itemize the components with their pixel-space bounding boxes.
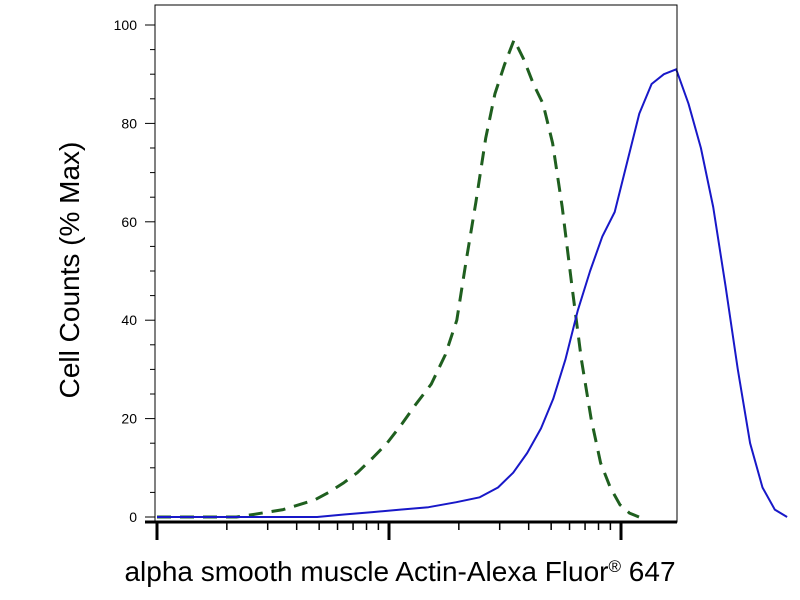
x-axis-title-suffix: 647 — [621, 556, 676, 587]
series-solid-histogram — [157, 68, 788, 518]
registered-mark: ® — [608, 557, 622, 576]
y-tick-label-40: 40 — [121, 312, 137, 328]
y-tick-label-0: 0 — [129, 509, 137, 525]
y-tick-label-80: 80 — [121, 115, 137, 131]
y-tick-label-20: 20 — [121, 411, 137, 427]
y-tick-label-60: 60 — [121, 214, 137, 230]
x-axis-title: alpha smooth muscle Actin-Alexa Fluor® 6… — [0, 556, 800, 588]
x-axis-title-main: alpha smooth muscle Actin-Alexa Fluor — [124, 556, 609, 587]
plot-frame — [154, 4, 678, 523]
y-tick-label-100: 100 — [114, 17, 138, 33]
series-dashed-histogram — [157, 38, 640, 519]
y-axis-title: Cell Counts (% Max) — [54, 142, 85, 399]
